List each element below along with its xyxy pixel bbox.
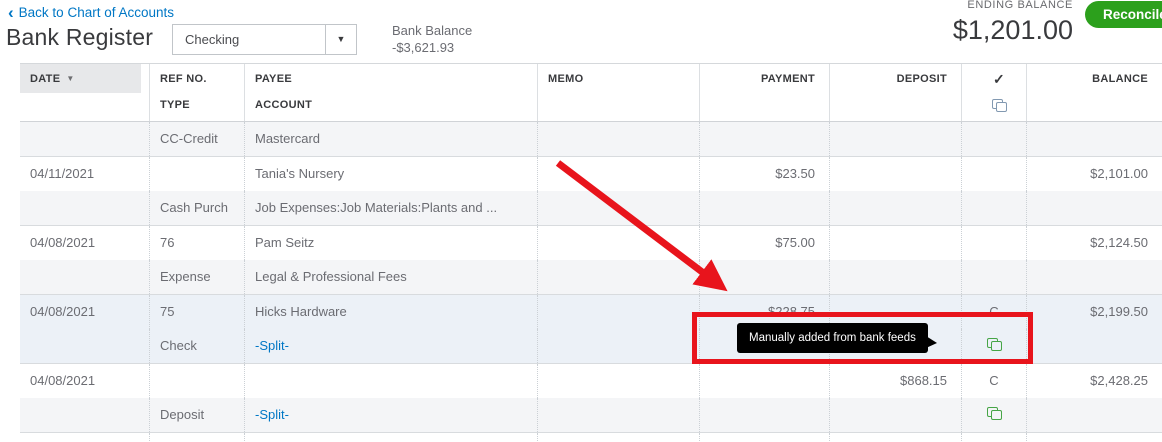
refno-cell: 75	[150, 295, 245, 329]
bank-feed-match-icon[interactable]	[986, 338, 1002, 352]
column-header-deposit: DEPOSIT	[830, 64, 962, 121]
payment-cell: $23.50	[700, 157, 830, 191]
bank-feed-match-icon[interactable]	[986, 407, 1002, 421]
payee-cell: Tania's Nursery	[245, 157, 538, 191]
deposit-cell: $868.15	[830, 364, 962, 398]
type-cell: Expense	[150, 260, 245, 294]
balance-cell: $2,101.00	[1090, 166, 1148, 181]
table-row-partial	[20, 433, 1162, 442]
ending-balance-label: ENDING BALANCE	[967, 0, 1073, 11]
copy-icon	[991, 98, 1007, 112]
balance-cell: $2,428.25	[1090, 373, 1148, 388]
checkmark-icon: ✓	[992, 71, 1006, 87]
bank-balance-label: Bank Balance	[392, 23, 473, 38]
table-header-row: DATE ▼ REF NO. TYPE PAYEE ACCOUNT MEMO PA…	[20, 63, 1162, 122]
cleared-status-cell: C	[962, 364, 1027, 398]
payee-cell: Hicks Hardware	[245, 295, 538, 329]
column-header-refno-type: REF NO. TYPE	[150, 64, 245, 121]
back-to-chart-of-accounts-link[interactable]: ‹ Back to Chart of Accounts	[8, 2, 174, 22]
table-row[interactable]: 04/08/2021 76 Pam Seitz $75.00 $2,124.50	[20, 226, 1162, 260]
tooltip: Manually added from bank feeds	[737, 323, 937, 353]
table-row[interactable]: 04/11/2021 Tania's Nursery $23.50 $2,101…	[20, 157, 1162, 191]
table-row[interactable]: Deposit -Split-	[20, 398, 1162, 433]
table-row[interactable]: Check -Split-	[20, 329, 1162, 364]
column-header-payee-account: PAYEE ACCOUNT	[245, 64, 538, 121]
refno-cell: 76	[150, 226, 245, 260]
column-header-memo: MEMO	[538, 64, 700, 121]
date-cell: 04/08/2021	[20, 226, 150, 260]
table-row[interactable]: Expense Legal & Professional Fees	[20, 260, 1162, 295]
column-header-date[interactable]: DATE ▼	[20, 64, 150, 121]
balance-cell: $2,199.50	[1090, 304, 1148, 319]
dropdown-arrow-icon: ▼	[336, 34, 346, 44]
account-cell: Job Expenses:Job Materials:Plants and ..…	[245, 191, 538, 225]
tooltip-text: Manually added from bank feeds	[749, 332, 916, 344]
account-selector-dropdown-button[interactable]: ▼	[325, 25, 356, 54]
date-cell: 04/08/2021	[20, 295, 150, 329]
type-cell: Deposit	[150, 398, 245, 432]
account-cell: Mastercard	[245, 122, 538, 156]
bank-balance-value: -$3,621.93	[392, 40, 455, 55]
balance-cell: $2,124.50	[1090, 235, 1148, 250]
account-selector-value: Checking	[185, 32, 240, 47]
annotation-highlight-rectangle	[692, 312, 1033, 364]
column-header-payment: PAYMENT	[700, 64, 830, 121]
memo-cell	[538, 226, 700, 260]
date-cell: 04/08/2021	[20, 364, 150, 398]
column-header-reconcile-status: ✓	[962, 64, 1027, 121]
tooltip-tail	[925, 336, 937, 348]
back-link-label: Back to Chart of Accounts	[18, 5, 175, 20]
table-row[interactable]: 04/08/2021 $868.15 C $2,428.25	[20, 364, 1162, 398]
memo-cell	[538, 157, 700, 191]
table-row[interactable]: CC-Credit Mastercard	[20, 122, 1162, 157]
type-cell: Check	[150, 329, 245, 363]
account-cell: Legal & Professional Fees	[245, 260, 538, 294]
column-header-balance: BALANCE	[1092, 73, 1148, 85]
ending-balance-block: ENDING BALANCE $1,201.00	[953, 0, 1073, 46]
back-chevron-icon: ‹	[8, 3, 14, 22]
sort-descending-icon: ▼	[66, 74, 75, 83]
split-link[interactable]: -Split-	[255, 338, 289, 353]
type-cell: CC-Credit	[150, 122, 245, 156]
register-table: DATE ▼ REF NO. TYPE PAYEE ACCOUNT MEMO PA…	[20, 63, 1162, 442]
payment-cell: $75.00	[700, 226, 830, 260]
bank-balance-block: Bank Balance -$3,621.93	[392, 22, 472, 56]
account-selector[interactable]: Checking ▼	[172, 24, 357, 55]
date-cell: 04/11/2021	[20, 157, 150, 191]
table-row[interactable]: Cash Purch Job Expenses:Job Materials:Pl…	[20, 191, 1162, 226]
type-cell: Cash Purch	[150, 191, 245, 225]
ending-balance-value: $1,201.00	[952, 15, 1073, 45]
page-title: Bank Register	[6, 24, 154, 50]
reconcile-button[interactable]: Reconcile	[1085, 1, 1162, 28]
memo-cell	[538, 295, 700, 329]
split-link[interactable]: -Split-	[255, 407, 289, 422]
payee-cell: Pam Seitz	[245, 226, 538, 260]
